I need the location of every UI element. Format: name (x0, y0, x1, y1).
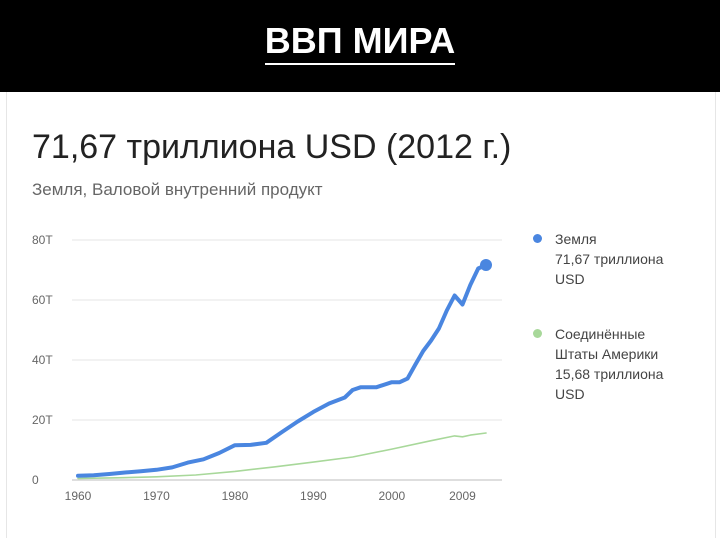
x-tick-label: 1990 (300, 489, 327, 503)
slide-title-bar (0, 0, 720, 92)
x-tick-label: 2000 (378, 489, 405, 503)
y-tick-label: 20T (32, 413, 53, 427)
legend-name-world: Земля (555, 231, 597, 247)
slide-title: ВВП МИРА (0, 20, 720, 65)
x-tick-label: 1960 (65, 489, 92, 503)
series-line-usa (77, 432, 487, 480)
legend-value-world-line1: 71,67 триллиона (555, 251, 664, 267)
x-tick-label: 1970 (143, 489, 170, 503)
chart-card (6, 92, 716, 538)
y-tick-label: 60T (32, 293, 53, 307)
legend-dot-usa (533, 329, 542, 338)
x-tick-label: 1980 (222, 489, 249, 503)
legend-name-usa-line2: Штаты Америки (555, 346, 659, 362)
headline-value: 71,67 триллиона USD (2012 г.) (32, 128, 512, 166)
slide-title-text: ВВП МИРА (264, 20, 456, 65)
series-endpoint-marker (480, 258, 492, 271)
legend-dot-world (533, 234, 542, 243)
legend-value-world-line2: USD (555, 271, 585, 287)
series-line-world (76, 263, 488, 478)
y-tick-label: 40T (32, 353, 53, 367)
x-tick-label: 2009 (449, 489, 476, 503)
legend-value-usa-line2: USD (555, 386, 585, 402)
legend-value-usa-line1: 15,68 триллиона (555, 366, 664, 382)
y-tick-label: 80T (32, 233, 53, 247)
legend-name-usa-line1: Соединённые (555, 326, 646, 342)
y-tick-label: 0 (32, 473, 39, 487)
chart-subtitle: Земля, Валовой внутренний продукт (32, 180, 323, 199)
